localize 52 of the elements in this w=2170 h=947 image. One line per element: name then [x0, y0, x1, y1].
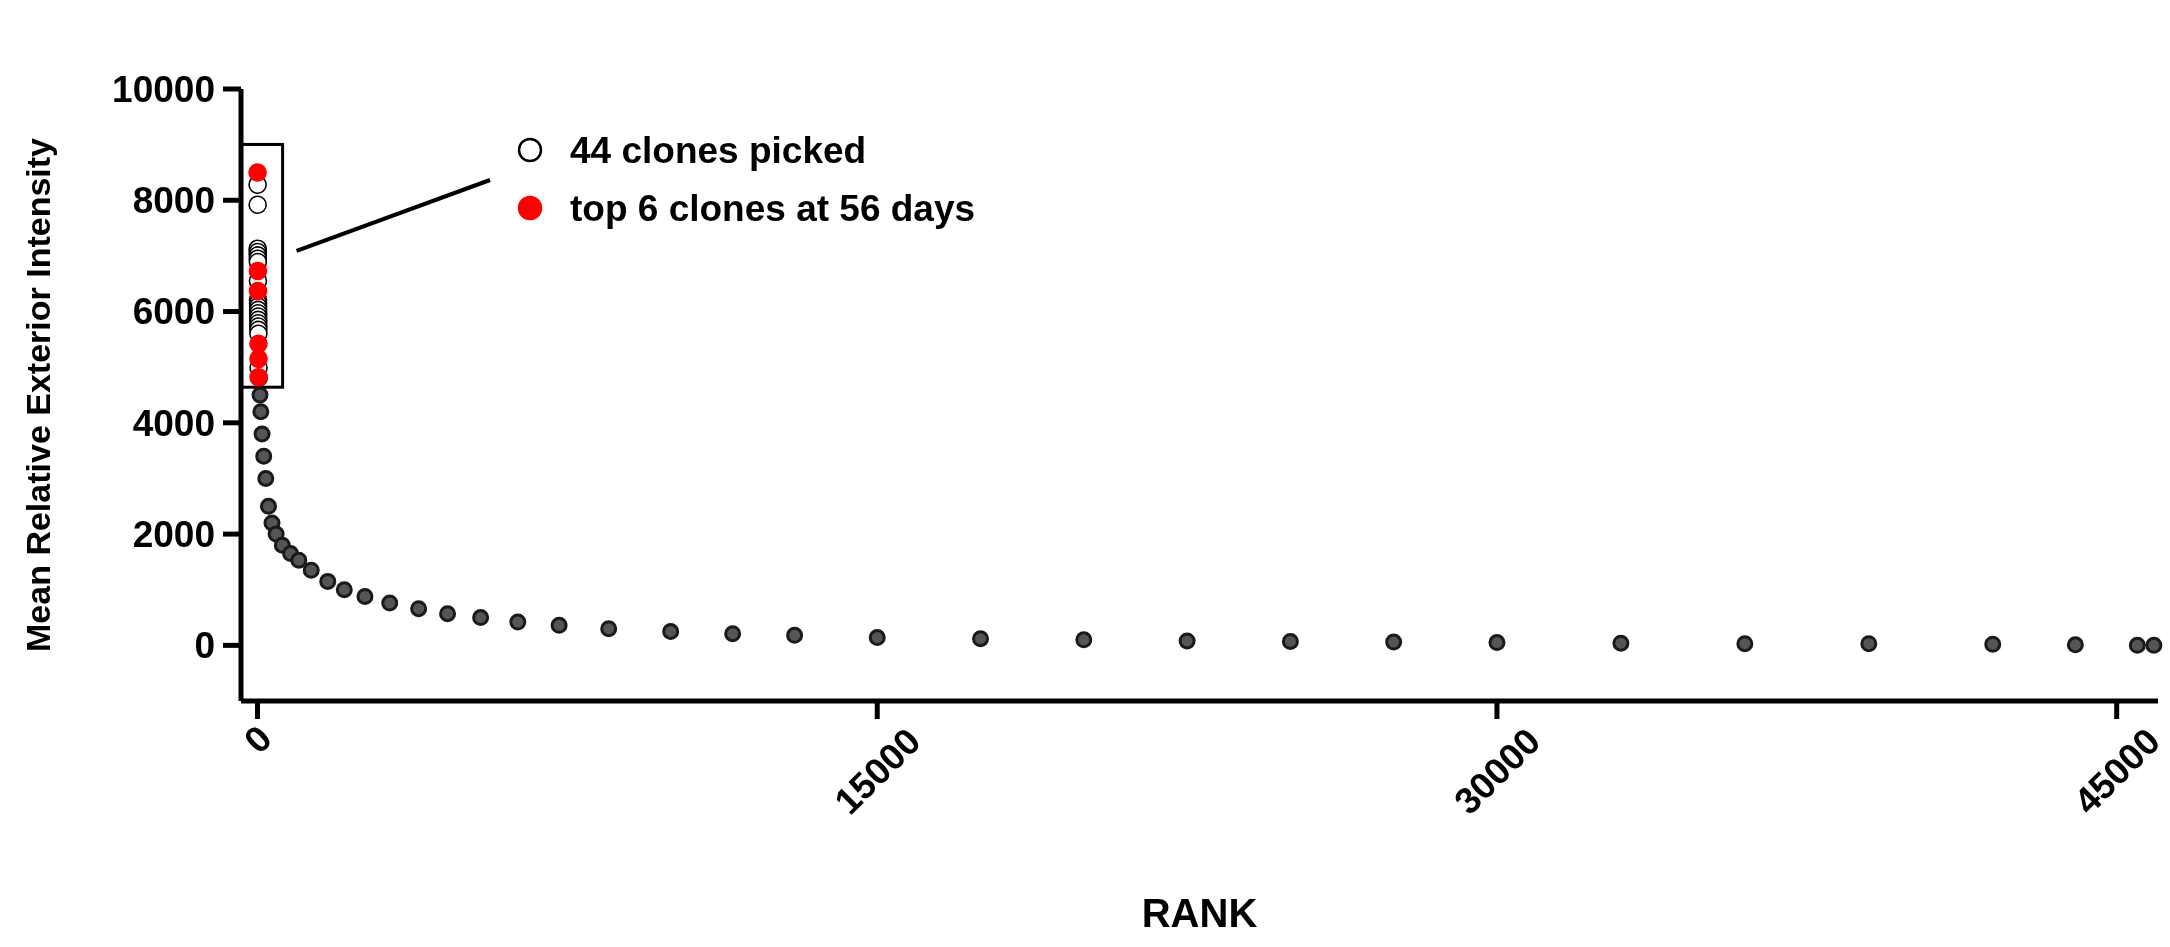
point [509, 613, 527, 631]
point [550, 616, 568, 634]
point [1612, 634, 1630, 652]
y-tick-label: 10000 [112, 68, 215, 110]
point [2128, 636, 2146, 654]
point [248, 281, 268, 301]
point [1488, 634, 1506, 652]
point [600, 620, 618, 638]
y-tick-label: 8000 [132, 180, 215, 222]
y-tick-label: 2000 [132, 514, 215, 556]
x-tick-label: 0 [236, 717, 280, 762]
point [248, 163, 267, 182]
point [439, 605, 457, 623]
point [724, 625, 742, 643]
point [319, 572, 337, 590]
point [786, 626, 804, 644]
point [257, 469, 275, 487]
point [248, 261, 268, 281]
y-tick-label: 6000 [132, 291, 215, 333]
point [302, 561, 320, 579]
point [1984, 635, 2002, 653]
x-axis-title: RANK [1141, 891, 1258, 935]
y-axis-title: Mean Relative Exterior Intensity [19, 137, 57, 652]
y-tick-label: 4000 [132, 402, 215, 444]
legend-label: top 6 clones at 56 days [570, 187, 976, 229]
point [335, 581, 353, 599]
legend-label: 44 clones picked [570, 129, 867, 171]
point [249, 349, 268, 369]
y-tick-label: 0 [194, 625, 215, 667]
point [356, 587, 374, 605]
point [1178, 632, 1196, 650]
point [253, 425, 271, 443]
point [1736, 635, 1754, 653]
point [1075, 631, 1093, 649]
point [255, 447, 273, 465]
point [259, 497, 277, 515]
point [972, 630, 990, 648]
point [2145, 636, 2163, 654]
point [381, 594, 399, 612]
point [2066, 636, 2084, 654]
point [662, 622, 680, 640]
point [868, 629, 886, 647]
point [410, 600, 428, 618]
point [252, 403, 270, 421]
point [248, 195, 267, 215]
point [290, 551, 308, 569]
point [249, 334, 268, 354]
point [1385, 633, 1403, 651]
point [251, 386, 269, 404]
point [1281, 632, 1299, 650]
point [1860, 635, 1878, 653]
point [472, 609, 490, 627]
